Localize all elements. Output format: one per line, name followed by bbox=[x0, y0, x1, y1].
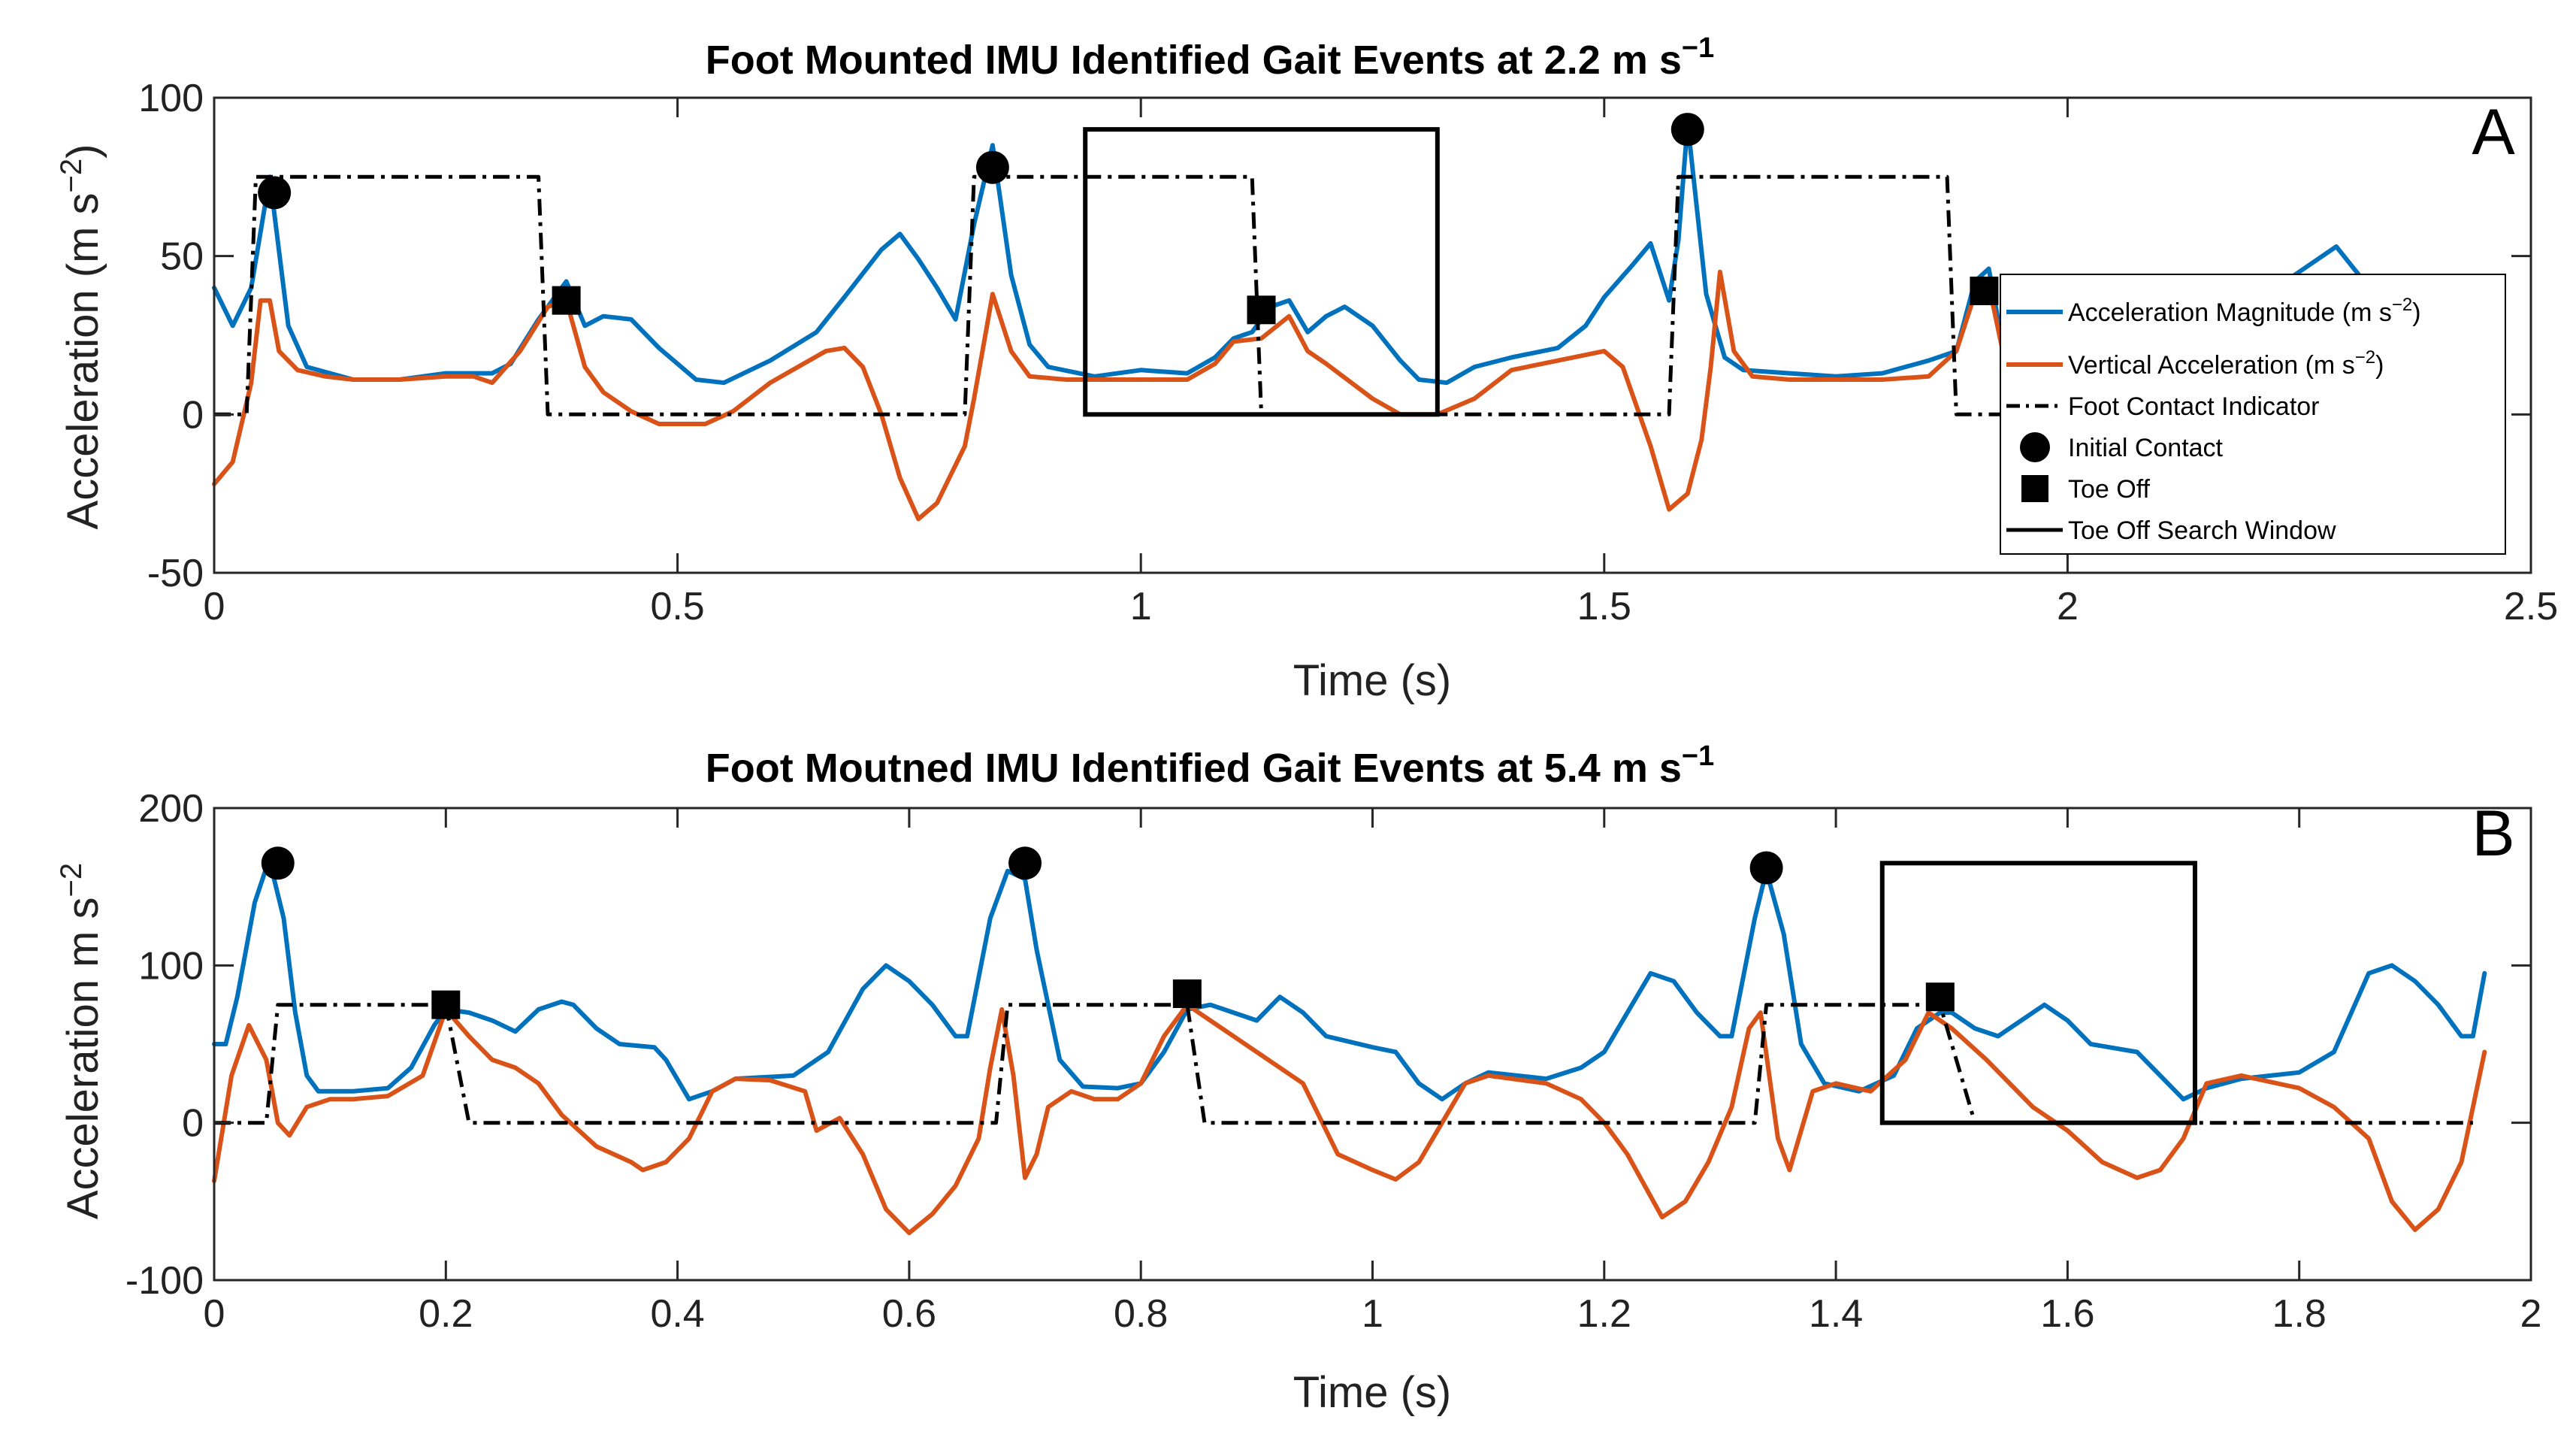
panel-a-x-tick-label: 0 bbox=[204, 585, 225, 628]
panel-b-x-tick-label: 1 bbox=[1362, 1292, 1383, 1336]
legend-swatch-initial-contact-icon bbox=[2020, 432, 2050, 462]
panel-a-axes-frame bbox=[213, 96, 2532, 574]
panel-b-x-tick-label: 0.6 bbox=[882, 1292, 936, 1336]
panel-a-y-tick-label: -50 bbox=[147, 552, 204, 595]
panel-a-y-tick-label: 50 bbox=[160, 235, 204, 279]
panel-b-series-acceleration-magnitude bbox=[212, 865, 2487, 1102]
panel-a-legend: Acceleration Magnitude (m s−2) Vertical … bbox=[2000, 274, 2506, 555]
panel-a-x-tick-label: 1.5 bbox=[1577, 585, 1631, 628]
panel-a-initial-contact-marker bbox=[975, 150, 1009, 184]
panel-a-x-axis-label: Time (s) bbox=[1293, 656, 1451, 705]
panel-b-x-tick-label: 1.2 bbox=[1577, 1292, 1631, 1336]
panel-a-initial-contact-marker bbox=[258, 176, 292, 210]
panel-b-toe-off-marker bbox=[1172, 979, 1202, 1009]
panel-b-toe-off-search-window bbox=[1879, 861, 2197, 1125]
legend-label-initial-contact: Initial Contact bbox=[2068, 434, 2224, 462]
panel-b-letter: B bbox=[2472, 798, 2514, 870]
panel-b-toe-off-marker bbox=[431, 990, 461, 1019]
panel-b-y-tick-label: 100 bbox=[138, 944, 204, 988]
panel-a-y-axis-label: Acceleration (m s−2) bbox=[55, 144, 107, 530]
panel-b-x-axis-label: Time (s) bbox=[1293, 1368, 1451, 1417]
panel-b-x-tick-label: 0.4 bbox=[650, 1292, 704, 1336]
panel-b-y-tick-label: 0 bbox=[182, 1102, 204, 1146]
panel-a-toe-off-marker bbox=[1970, 277, 1999, 306]
panel-b-initial-contact-marker bbox=[1749, 851, 1783, 885]
panel-b-chart: Foot Moutned IMU Identified Gait Events … bbox=[55, 740, 2541, 1417]
panel-b-toe-off-marker bbox=[1925, 982, 1955, 1012]
legend-swatch-toe-off-icon bbox=[2021, 475, 2048, 502]
panel-a-chart: Foot Mounted IMU Identified Gait Events … bbox=[55, 32, 2558, 705]
panel-b-series-foot-contact-indicator bbox=[214, 1003, 2473, 1125]
panel-a-y-tick-label: 0 bbox=[182, 393, 204, 437]
panel-b-x-tick-label: 1.4 bbox=[1809, 1292, 1863, 1336]
panel-b-initial-contact-marker bbox=[261, 846, 295, 880]
legend-label-acceleration-magnitude: Acceleration Magnitude (m s−2) bbox=[2068, 295, 2421, 327]
panel-a-y-tick-label: 100 bbox=[138, 77, 204, 120]
legend-box bbox=[2000, 274, 2506, 555]
panel-b-x-tick-label: 2 bbox=[2520, 1292, 2542, 1336]
panel-b-x-tick-label: 1.8 bbox=[2272, 1292, 2327, 1336]
panel-a-toe-off-marker bbox=[552, 286, 581, 315]
panel-b-x-tick-label: 0 bbox=[204, 1292, 225, 1336]
panel-a-x-tick-label: 0.5 bbox=[650, 585, 704, 628]
panel-a-initial-contact-marker bbox=[1670, 113, 1704, 147]
legend-label-foot-contact-indicator: Foot Contact Indicator bbox=[2068, 392, 2320, 421]
panel-a-title: Foot Mounted IMU Identified Gait Events … bbox=[706, 32, 1714, 83]
panel-a-series-foot-contact-indicator bbox=[214, 174, 2087, 416]
panel-b-x-tick-label: 0.2 bbox=[419, 1292, 473, 1336]
panel-b-y-tick-label: 200 bbox=[138, 787, 204, 831]
legend-label-toe-off-search-window: Toe Off Search Window bbox=[2068, 516, 2336, 545]
panel-a-toe-off-marker bbox=[1247, 295, 1276, 325]
panel-b-y-tick-label: -100 bbox=[125, 1259, 204, 1303]
legend-label-toe-off: Toe Off bbox=[2068, 475, 2151, 504]
panel-b-initial-contact-marker bbox=[1008, 846, 1042, 880]
panel-b-y-axis-label: Acceleration m s−2 bbox=[55, 863, 107, 1219]
panel-a-toe-off-search-window bbox=[1083, 127, 1440, 417]
panel-a-x-tick-label: 1 bbox=[1130, 585, 1152, 628]
panel-a-letter: A bbox=[2472, 96, 2515, 168]
legend-label-vertical-acceleration: Vertical Acceleration (m s−2) bbox=[2068, 347, 2384, 380]
panel-a-x-tick-label: 2.5 bbox=[2504, 585, 2558, 628]
panel-b-x-tick-label: 1.6 bbox=[2040, 1292, 2094, 1336]
panel-a-x-tick-label: 2 bbox=[2057, 585, 2079, 628]
panel-a-series-vertical-acceleration bbox=[212, 269, 2006, 522]
panel-b-x-tick-label: 0.8 bbox=[1114, 1292, 1168, 1336]
panel-b-title: Foot Moutned IMU Identified Gait Events … bbox=[706, 740, 1714, 791]
